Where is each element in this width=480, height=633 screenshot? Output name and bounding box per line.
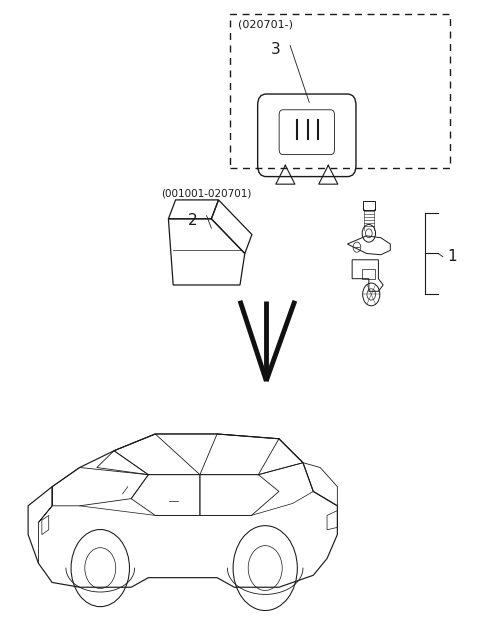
Text: (020701-): (020701-) [238, 19, 293, 29]
Text: 2: 2 [188, 213, 197, 227]
Bar [230, 14, 450, 168]
Text: 1: 1 [447, 249, 457, 264]
Text: (001001-020701): (001001-020701) [161, 189, 252, 199]
Text: 3: 3 [271, 42, 281, 58]
